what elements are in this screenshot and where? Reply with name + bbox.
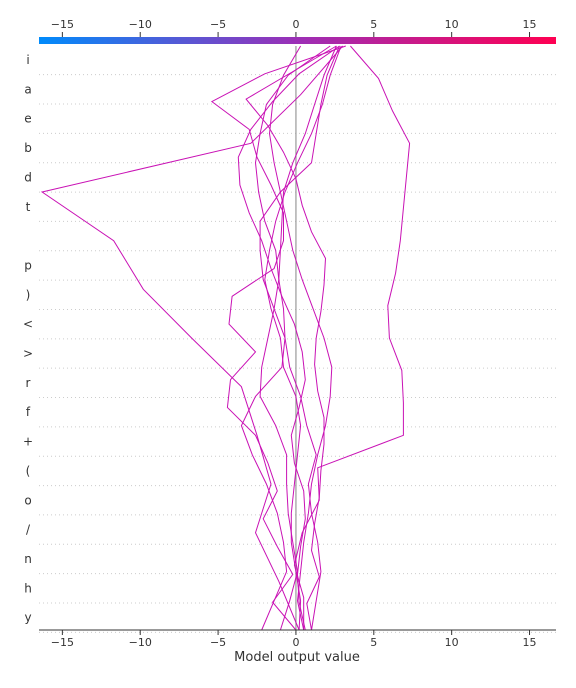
feature-label: a <box>24 82 31 96</box>
x-tick-label-top: −5 <box>210 18 226 31</box>
feature-label: d <box>24 170 32 184</box>
x-tick-label-top: 5 <box>370 18 377 31</box>
feature-label: ( <box>26 464 31 478</box>
decision-line-10 <box>293 45 411 630</box>
feature-label: b <box>24 141 32 155</box>
feature-label: n <box>24 552 32 566</box>
feature-label: h <box>24 581 32 595</box>
decision-line-7 <box>40 45 344 631</box>
x-tick-label-bottom: 5 <box>370 636 377 649</box>
decision-line-8 <box>254 45 331 631</box>
decision-line-6 <box>210 45 346 631</box>
feature-label: o <box>24 493 31 507</box>
feature-label: > <box>23 347 33 361</box>
feature-label: r <box>26 376 31 390</box>
decision-line-4 <box>268 45 333 631</box>
x-tick-label-bottom: 15 <box>523 636 537 649</box>
decision-line-3 <box>264 45 342 631</box>
colorbar <box>39 37 556 44</box>
feature-label: y <box>24 611 31 625</box>
feature-label: ) <box>26 288 31 302</box>
x-tick-label-bottom: 10 <box>445 636 459 649</box>
feature-label: p <box>24 258 32 272</box>
feature-label: < <box>23 317 33 331</box>
decision-line-1 <box>240 45 340 631</box>
x-tick-label-bottom: −10 <box>129 636 152 649</box>
feature-label: + <box>23 435 33 449</box>
x-axis-label: Model output value <box>234 650 360 665</box>
feature-label: t <box>26 200 31 214</box>
decision-line-9 <box>237 45 340 631</box>
x-tick-label-bottom: −5 <box>210 636 226 649</box>
x-tick-label-top: −15 <box>51 18 74 31</box>
x-tick-label-top: 15 <box>523 18 537 31</box>
x-tick-label-top: 10 <box>445 18 459 31</box>
x-tick-label-bottom: −15 <box>51 636 74 649</box>
x-tick-label-top: 0 <box>292 18 299 31</box>
feature-label: / <box>26 523 31 537</box>
x-tick-label-bottom: 0 <box>292 636 299 649</box>
feature-label: i <box>26 53 29 67</box>
feature-label: e <box>24 112 31 126</box>
feature-label: f <box>26 405 31 419</box>
x-tick-label-top: −10 <box>129 18 152 31</box>
decision-line-5 <box>245 45 337 631</box>
